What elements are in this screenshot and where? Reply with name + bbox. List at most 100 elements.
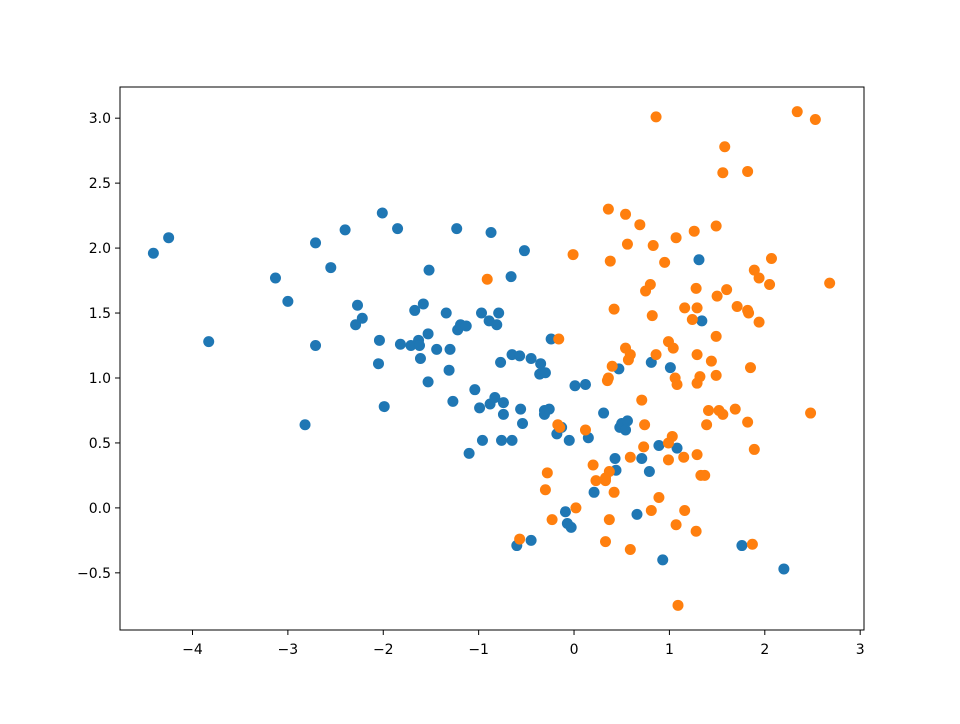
point: [686, 314, 698, 326]
point: [667, 342, 679, 354]
point: [672, 599, 684, 611]
y-tick-label: 2.0: [89, 241, 111, 257]
point: [567, 249, 579, 261]
point: [624, 543, 636, 555]
x-tick-label: −3: [278, 642, 299, 658]
point: [699, 469, 711, 481]
point: [602, 203, 614, 215]
point: [505, 271, 517, 283]
point: [645, 504, 657, 516]
point: [481, 273, 493, 285]
point: [690, 525, 702, 537]
point: [721, 284, 733, 296]
point: [731, 301, 743, 313]
point: [352, 299, 364, 311]
point: [579, 378, 591, 390]
point: [764, 278, 776, 290]
point: [495, 356, 507, 368]
point: [657, 554, 669, 566]
x-tick-label: 2: [760, 642, 769, 658]
point: [451, 223, 463, 235]
y-tick-label: 0.5: [89, 436, 111, 452]
point: [753, 316, 765, 328]
point: [444, 343, 456, 355]
point: [703, 404, 715, 416]
point: [691, 302, 703, 314]
point: [688, 225, 700, 237]
point: [778, 563, 790, 575]
point: [417, 298, 429, 310]
point: [310, 237, 322, 249]
point: [606, 360, 618, 372]
point: [691, 349, 703, 361]
point: [497, 408, 509, 420]
point: [579, 424, 591, 436]
point: [514, 533, 526, 545]
point: [711, 290, 723, 302]
point: [608, 486, 620, 498]
point: [447, 395, 459, 407]
point: [608, 303, 620, 315]
point: [693, 254, 705, 266]
point: [690, 282, 702, 294]
point: [163, 232, 175, 244]
point: [624, 451, 636, 463]
point: [653, 440, 665, 452]
point: [753, 272, 765, 284]
point: [659, 256, 671, 268]
point: [469, 384, 481, 396]
point: [824, 277, 836, 289]
point: [269, 272, 281, 284]
point: [639, 419, 651, 431]
point: [650, 349, 662, 361]
point: [525, 534, 537, 546]
point: [474, 402, 486, 414]
point: [543, 403, 555, 415]
point: [621, 238, 633, 250]
point: [378, 401, 390, 413]
point: [636, 453, 648, 465]
point: [203, 336, 215, 348]
point: [710, 220, 722, 232]
point: [748, 443, 760, 455]
point: [506, 434, 518, 446]
point: [497, 397, 509, 409]
point: [600, 475, 612, 487]
point: [621, 415, 633, 427]
point: [671, 378, 683, 390]
point: [299, 419, 311, 431]
point: [609, 453, 621, 465]
point: [662, 454, 674, 466]
point: [664, 362, 676, 374]
point: [603, 514, 615, 526]
point: [650, 111, 662, 123]
point: [671, 442, 683, 454]
point: [373, 334, 385, 346]
point: [670, 519, 682, 531]
point: [476, 307, 488, 319]
point: [646, 310, 658, 322]
x-tick-label: 3: [856, 642, 865, 658]
x-tick-label: −2: [373, 642, 394, 658]
point: [414, 353, 426, 364]
point: [620, 208, 632, 220]
point: [643, 466, 655, 478]
point: [409, 304, 421, 316]
point: [662, 437, 674, 449]
point: [491, 319, 503, 331]
y-tick-label: −0.5: [77, 566, 111, 582]
point: [679, 504, 691, 516]
point: [376, 207, 388, 219]
y-tick-label: 0.0: [89, 501, 111, 517]
x-tick-label: 0: [570, 642, 579, 658]
point: [765, 252, 777, 264]
y-tick-label: 3.0: [89, 111, 111, 127]
point: [742, 416, 754, 428]
point: [736, 540, 748, 552]
point: [423, 264, 435, 276]
point: [394, 338, 406, 350]
point: [569, 380, 581, 392]
point: [705, 355, 717, 367]
plot-frame: [119, 86, 865, 631]
